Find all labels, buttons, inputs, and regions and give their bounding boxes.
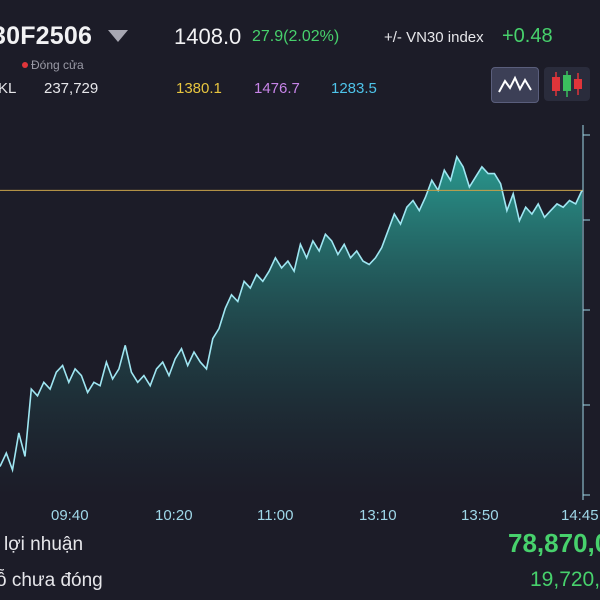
status-text: Đóng cửa: [31, 58, 84, 72]
last-price: 1408.0: [174, 24, 242, 49]
ceiling-price: 1476.7: [254, 80, 300, 97]
profit-value: 78,870,0: [508, 528, 600, 558]
x-tick-label: 13:10: [359, 507, 397, 524]
price-line: [0, 154, 583, 473]
volume-label: KL: [0, 80, 17, 97]
y-axis-ticks: [583, 134, 590, 496]
price-change: 27.9(2.02%): [252, 28, 340, 45]
open-position-value: 19,720,: [530, 568, 600, 591]
x-tick-label: 13:50: [461, 507, 499, 524]
x-tick-label: 14:45: [561, 507, 599, 524]
reference-price: 1380.1: [176, 80, 222, 97]
x-tick-label: 11:00: [257, 507, 294, 524]
candlestick-button[interactable]: [544, 67, 590, 101]
index-value: +0.48: [502, 25, 553, 47]
price-chart[interactable]: [0, 125, 600, 505]
market-status: Đóng cửa: [22, 58, 84, 72]
price-area: [0, 156, 582, 497]
status-dot-icon: [22, 62, 28, 68]
line-chart-icon: [498, 75, 532, 93]
chevron-down-icon[interactable]: [108, 30, 128, 42]
floor-price: 1283.5: [331, 80, 377, 97]
symbol-title[interactable]: 30F2506: [0, 22, 93, 50]
x-tick-label: 10:20: [155, 507, 193, 524]
open-position-label: ỗ chưa đóng: [0, 570, 103, 591]
candlestick-icon: [552, 71, 582, 97]
profit-label: lợi nhuận: [4, 534, 84, 555]
volume-value: 237,729: [44, 80, 99, 97]
x-tick-label: 09:40: [51, 507, 89, 524]
index-label: +/- VN30 index: [384, 29, 484, 46]
line-chart-button[interactable]: [491, 67, 539, 103]
